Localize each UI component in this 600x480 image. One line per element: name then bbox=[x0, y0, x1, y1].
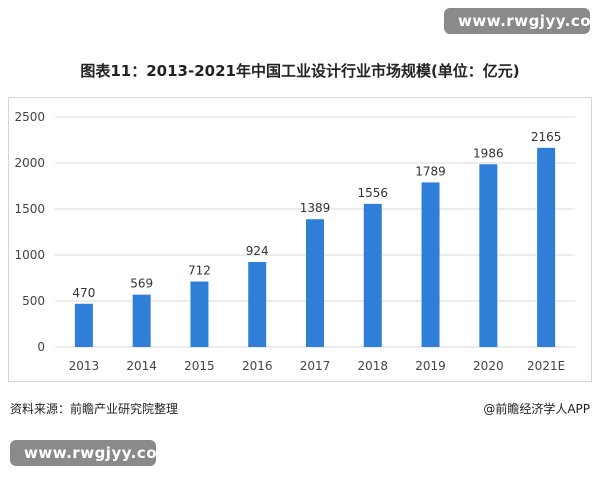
data-label: 1556 bbox=[358, 186, 389, 200]
watermark-top: www.rwgjyy.com bbox=[444, 8, 600, 34]
credit-note: @前瞻经济学人APP bbox=[483, 402, 590, 416]
y-tick-label: 500 bbox=[22, 294, 45, 308]
x-tick-label: 2019 bbox=[415, 359, 446, 373]
bar bbox=[306, 219, 324, 347]
data-label: 924 bbox=[246, 244, 269, 258]
data-label: 2165 bbox=[531, 130, 562, 144]
x-tick-label: 2017 bbox=[300, 359, 331, 373]
data-label: 1986 bbox=[473, 146, 504, 160]
data-label: 569 bbox=[130, 277, 153, 291]
bar bbox=[479, 164, 498, 347]
bar bbox=[248, 261, 267, 347]
data-label: 470 bbox=[72, 286, 95, 300]
y-tick-label: 1500 bbox=[14, 202, 45, 216]
chart-frame bbox=[8, 97, 592, 382]
bar bbox=[190, 281, 209, 347]
x-tick-label: 2013 bbox=[69, 359, 100, 373]
x-tick-label: 2016 bbox=[242, 359, 273, 373]
chart-title: 图表11：2013-2021年中国工业设计行业市场规模(单位：亿元) bbox=[80, 62, 520, 80]
y-tick-label: 1000 bbox=[14, 248, 45, 262]
source-note: 资料来源：前瞻产业研究院整理 bbox=[10, 402, 179, 416]
data-label: 712 bbox=[188, 263, 211, 277]
x-tick-label: 2020 bbox=[473, 359, 504, 373]
watermark-bottom: www.rwgjyy.com bbox=[10, 440, 173, 466]
x-tick-label: 2018 bbox=[358, 359, 389, 373]
y-tick-label: 2000 bbox=[14, 156, 45, 170]
bar bbox=[132, 294, 151, 347]
x-tick-label: 2015 bbox=[184, 359, 215, 373]
bar bbox=[363, 203, 382, 347]
data-label: 1389 bbox=[300, 201, 331, 215]
bar bbox=[537, 147, 556, 347]
y-tick-label: 0 bbox=[37, 340, 45, 354]
x-tick-label: 2014 bbox=[126, 359, 157, 373]
y-tick-label: 2500 bbox=[14, 110, 45, 124]
bar bbox=[74, 303, 93, 347]
data-label: 1789 bbox=[415, 164, 446, 178]
x-tick-label: 2021E bbox=[527, 359, 565, 373]
bar bbox=[421, 182, 440, 347]
